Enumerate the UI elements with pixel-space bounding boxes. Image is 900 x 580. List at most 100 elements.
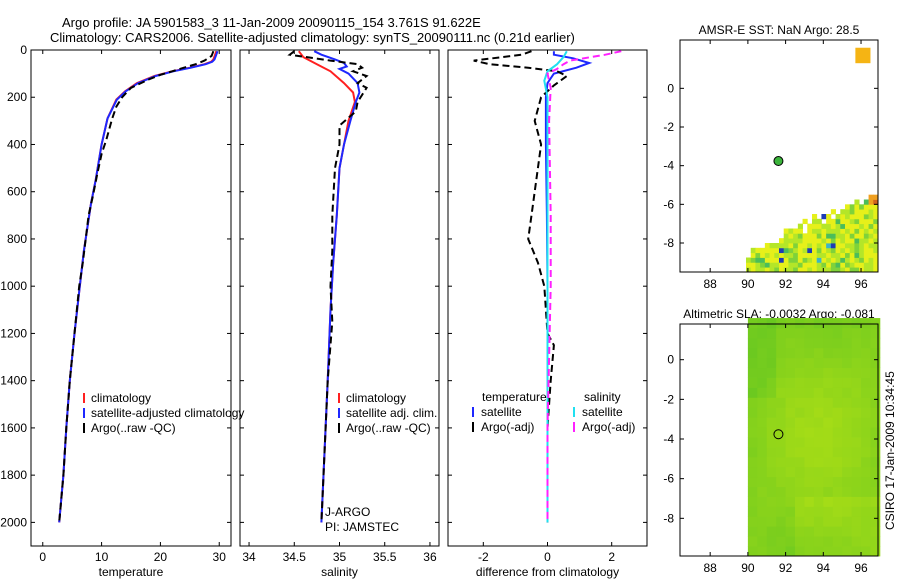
sla-cell: [804, 357, 815, 369]
sla-cell: [804, 496, 815, 507]
sst-cell: [788, 228, 794, 234]
sla-cell: [842, 318, 852, 329]
x-tick-label: 36: [423, 550, 437, 564]
sst-cell: [755, 247, 761, 254]
sst-cell: [863, 247, 869, 254]
y-tick-label: 1000: [0, 279, 27, 293]
sla-cell: [804, 486, 815, 497]
sst-cell: [816, 223, 822, 229]
sla-cell: [766, 357, 777, 369]
sla-cell: [823, 397, 834, 408]
sla-cell: [813, 446, 824, 458]
sla-cell: [832, 437, 843, 448]
sst-cell: [863, 209, 869, 215]
sla-cell: [832, 486, 843, 497]
sst-cell: [764, 267, 770, 273]
sst-cell: [802, 257, 808, 263]
x-tick-label: 92: [779, 277, 793, 291]
sst-cell: [746, 262, 752, 268]
sst-cell: [859, 252, 865, 258]
sla-cell: [823, 427, 834, 438]
sst-cell: [764, 243, 770, 249]
sla-cell: [804, 367, 815, 378]
sst-cell: [764, 252, 770, 258]
sla-cell: [832, 456, 843, 468]
legend-label: satellite: [582, 405, 623, 419]
sla-cell: [785, 327, 796, 339]
sla-cell: [823, 417, 834, 428]
series-line-satellite: [58, 50, 219, 523]
sla-cell: [851, 318, 862, 329]
sst-cell: [849, 204, 855, 210]
y-tick-label: -8: [663, 511, 674, 525]
sla-cell: [757, 437, 768, 448]
sla-cell: [795, 536, 805, 547]
sst-cell: [863, 218, 869, 225]
sst-cell: [797, 257, 803, 263]
sla-cell: [813, 536, 824, 547]
sst-cell: [797, 223, 803, 229]
sla-cell: [870, 486, 881, 497]
sla-cell: [832, 397, 843, 408]
sla-cell: [870, 506, 881, 517]
sst-cell: [807, 257, 813, 263]
sla-cell: [785, 516, 796, 527]
sla-cell: [757, 486, 768, 497]
sst-cell: [854, 199, 860, 205]
sst-cell: [859, 218, 865, 225]
sst-cell: [793, 252, 799, 258]
sst-cell: [854, 262, 860, 268]
sla-cell: [766, 437, 777, 448]
sla-cell: [832, 377, 843, 388]
sst-cell: [845, 209, 851, 215]
sla-cell: [813, 347, 824, 359]
sla-cell: [757, 417, 768, 428]
sst-cell: [859, 262, 865, 268]
sst-cell: [769, 243, 775, 249]
sst-cell: [863, 252, 869, 258]
y-tick-label: 1600: [0, 421, 27, 435]
sla-cell: [795, 526, 805, 537]
sla-cell: [785, 536, 796, 547]
sla-cell: [861, 417, 871, 428]
y-tick-label: 400: [7, 137, 27, 151]
sla-cell: [832, 427, 843, 438]
sst-cell: [797, 233, 803, 239]
sla-cell: [813, 417, 824, 428]
sst-cell: [854, 218, 860, 225]
sla-cell: [861, 347, 871, 359]
sst-cell: [826, 252, 832, 258]
sla-cell: [832, 516, 843, 527]
sst-cell: [774, 243, 780, 249]
sst-cell: [854, 233, 860, 239]
sla-cell: [870, 347, 881, 359]
sst-cell: [816, 267, 822, 273]
sst-cell: [797, 243, 803, 249]
sst-cell: [863, 257, 869, 263]
sst-cell: [821, 238, 827, 244]
sla-cell: [757, 536, 768, 547]
sst-cell: [863, 233, 869, 239]
sla-cell: [832, 536, 843, 547]
sla-cell: [766, 456, 777, 468]
sst-cell: [873, 267, 879, 273]
sla-cell: [842, 347, 852, 359]
sla-cell: [823, 437, 834, 448]
sst-cell: [868, 267, 874, 273]
y-tick-label: -4: [663, 432, 674, 446]
legend-label: Argo(..raw -QC): [346, 421, 431, 435]
sst-cell: [807, 223, 813, 229]
sla-cell: [851, 327, 862, 339]
sst-cell: [835, 233, 841, 239]
sst-cell: [816, 262, 822, 268]
annotation-pi: PI: JAMSTEC: [325, 520, 399, 534]
sla-cell: [842, 516, 852, 527]
sst-cell: [868, 218, 874, 225]
sla-cell: [776, 476, 786, 487]
sla-cell: [757, 347, 768, 359]
sla-cell: [832, 347, 843, 359]
sla-cell: [747, 486, 758, 497]
sla-cell: [757, 456, 768, 468]
sla-cell: [832, 357, 843, 369]
sla-cell: [813, 407, 824, 418]
